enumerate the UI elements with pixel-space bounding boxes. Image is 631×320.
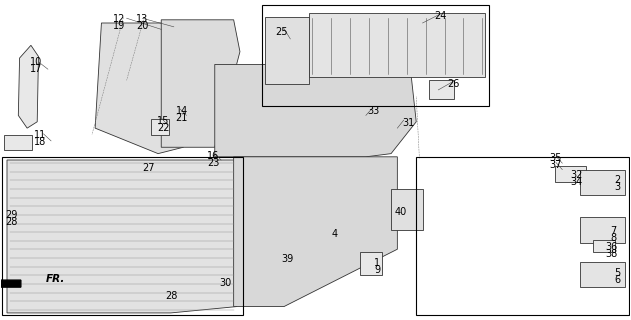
Polygon shape — [215, 64, 416, 157]
Text: 38: 38 — [605, 249, 617, 259]
Text: 8: 8 — [610, 233, 616, 243]
Text: 7: 7 — [610, 226, 616, 236]
Text: 33: 33 — [367, 106, 379, 116]
Text: 3: 3 — [614, 182, 620, 192]
Polygon shape — [7, 160, 237, 313]
Polygon shape — [162, 20, 240, 147]
Text: 9: 9 — [374, 265, 380, 275]
Bar — [2, 157, 243, 315]
Polygon shape — [265, 17, 309, 84]
Text: 28: 28 — [166, 291, 178, 301]
Polygon shape — [580, 262, 625, 287]
Polygon shape — [151, 119, 170, 134]
Text: 37: 37 — [550, 160, 562, 170]
Text: 11: 11 — [34, 130, 46, 140]
Polygon shape — [580, 170, 625, 195]
Text: 14: 14 — [175, 106, 188, 116]
Polygon shape — [4, 134, 32, 150]
Text: 34: 34 — [570, 177, 583, 187]
Text: 36: 36 — [605, 242, 617, 252]
Polygon shape — [391, 189, 423, 230]
Polygon shape — [593, 240, 615, 252]
Text: 31: 31 — [403, 118, 415, 128]
Text: 26: 26 — [448, 79, 460, 89]
Text: 21: 21 — [175, 113, 188, 123]
Text: 40: 40 — [395, 207, 407, 217]
Text: FR.: FR. — [46, 275, 66, 284]
Text: 4: 4 — [331, 229, 338, 239]
Polygon shape — [18, 45, 38, 128]
Text: 39: 39 — [281, 254, 293, 264]
Text: 10: 10 — [30, 57, 42, 68]
Bar — [262, 5, 488, 106]
Polygon shape — [429, 80, 454, 100]
Text: 19: 19 — [113, 21, 125, 31]
Text: 35: 35 — [550, 153, 562, 163]
Polygon shape — [580, 217, 625, 243]
Text: 13: 13 — [136, 14, 148, 24]
Text: 1: 1 — [374, 258, 380, 268]
Text: 12: 12 — [113, 14, 125, 24]
Text: 28: 28 — [5, 217, 18, 227]
Text: 6: 6 — [614, 275, 620, 285]
Polygon shape — [360, 252, 382, 275]
Text: 30: 30 — [220, 278, 232, 288]
Text: 2: 2 — [614, 175, 620, 185]
Text: 24: 24 — [434, 11, 446, 21]
Text: 29: 29 — [5, 210, 18, 220]
Text: 5: 5 — [614, 268, 620, 278]
Text: 22: 22 — [157, 123, 169, 133]
Polygon shape — [233, 157, 398, 307]
Polygon shape — [309, 13, 485, 77]
Polygon shape — [95, 23, 196, 154]
Text: 25: 25 — [275, 27, 288, 37]
Text: 32: 32 — [570, 170, 583, 180]
Text: 17: 17 — [30, 64, 43, 75]
Text: 16: 16 — [207, 151, 220, 161]
Text: 18: 18 — [34, 137, 46, 147]
Text: 23: 23 — [207, 158, 220, 168]
Text: 15: 15 — [157, 116, 169, 126]
Bar — [416, 157, 629, 315]
Polygon shape — [555, 166, 586, 182]
Text: 20: 20 — [136, 21, 148, 31]
Text: 27: 27 — [143, 163, 155, 173]
FancyArrow shape — [0, 278, 21, 289]
